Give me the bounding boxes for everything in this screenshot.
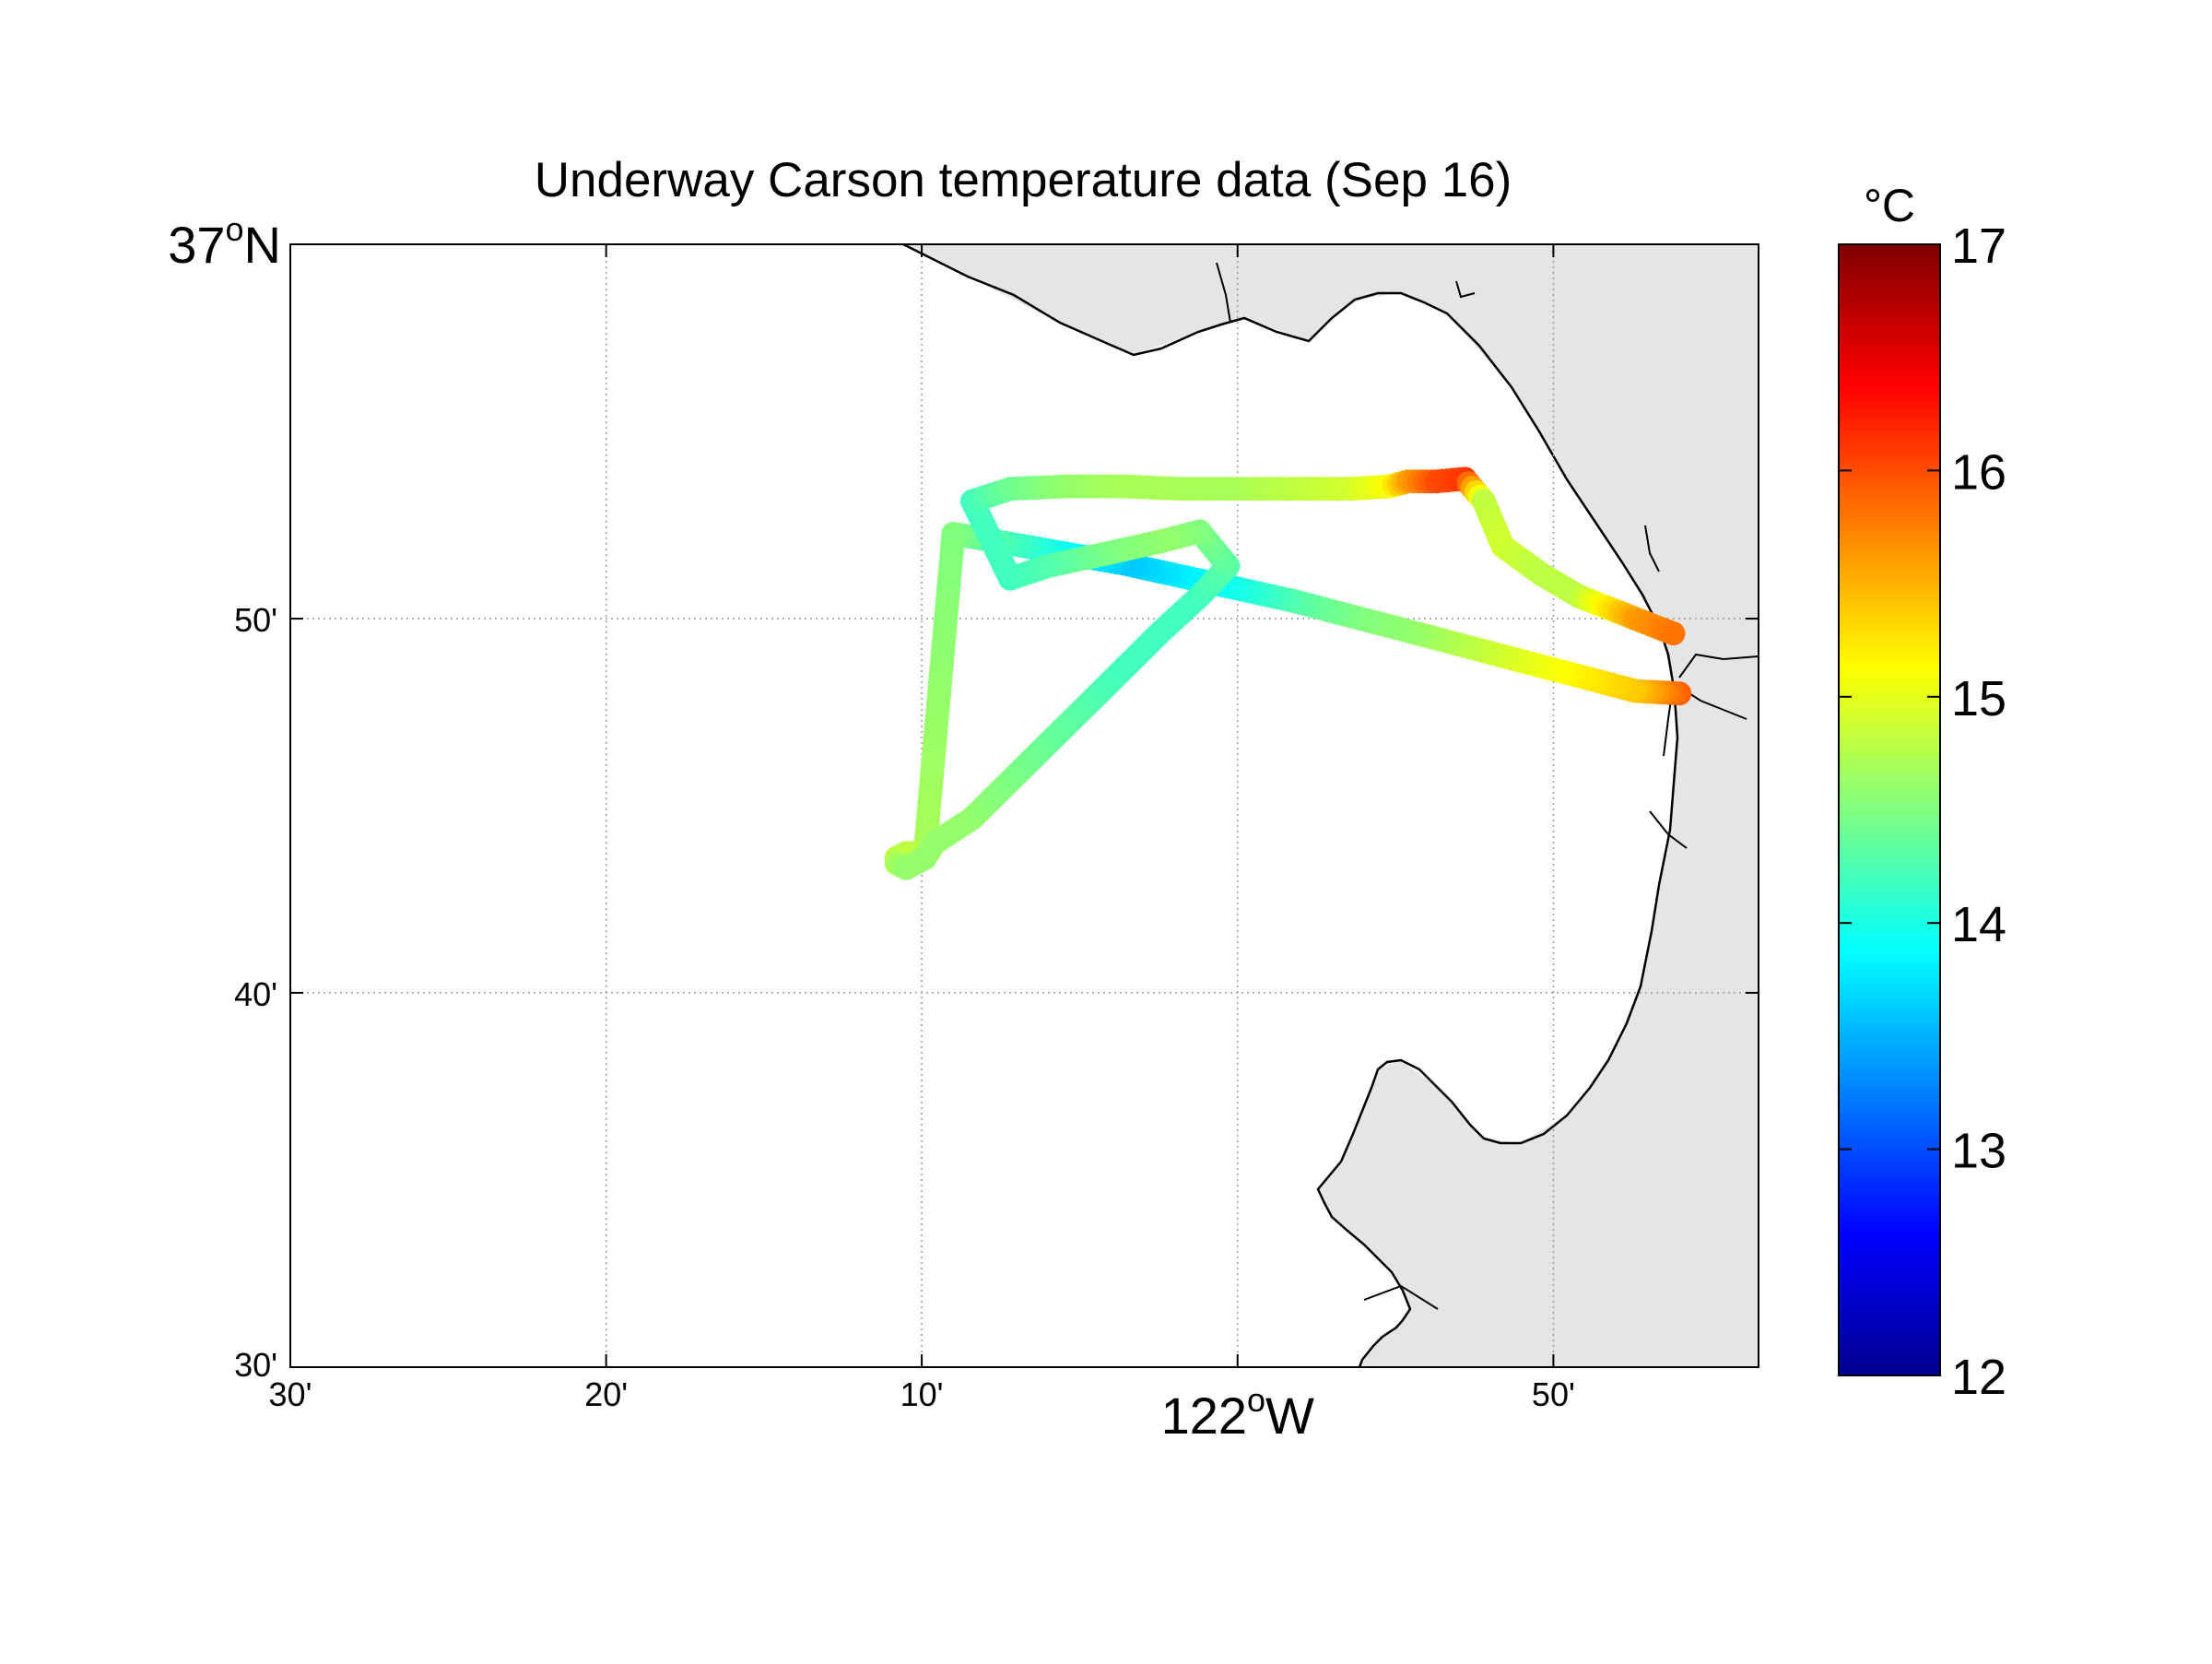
x-tick-label-2: 10' bbox=[900, 1375, 944, 1413]
axes-frame bbox=[289, 243, 1759, 1368]
y-tick-label-2: 40' bbox=[234, 975, 277, 1013]
colorbar: °C 12 13 14 15 16 17 bbox=[1838, 180, 2006, 1405]
y-tick-label-main: 37oN bbox=[168, 210, 281, 274]
colorbar-tick-label-3: 15 bbox=[1951, 671, 2006, 726]
colorbar-tick-label-1: 13 bbox=[1951, 1124, 2006, 1179]
colorbar-tick-label-5: 17 bbox=[1951, 218, 2006, 274]
figure-title: Underway Carson temperature data (Sep 16… bbox=[535, 153, 1512, 207]
land-north bbox=[903, 244, 1759, 1367]
axis-ticks bbox=[289, 243, 1759, 1368]
coastline bbox=[902, 244, 1679, 1367]
colorbar-tick-label-2: 14 bbox=[1951, 897, 2006, 952]
colorbar-ticks: 12 13 14 15 16 17 bbox=[1839, 218, 2006, 1405]
colorbar-gradient bbox=[1838, 243, 1941, 1376]
map-axes: 30' 20' 10' 122oW 50' 37oN 50' 40' 30' bbox=[168, 210, 1759, 1445]
river-north bbox=[1216, 262, 1759, 1310]
axis-tick-labels: 30' 20' 10' 122oW 50' 37oN 50' 40' 30' bbox=[168, 210, 1575, 1445]
x-tick-label-1: 20' bbox=[584, 1375, 628, 1413]
track-group bbox=[884, 466, 1692, 880]
colorbar-unit-label: °C bbox=[1864, 180, 1915, 231]
x-tick-label-4: 50' bbox=[1532, 1375, 1575, 1413]
y-tick-label-1: 50' bbox=[234, 601, 277, 639]
track-point bbox=[1661, 621, 1686, 646]
y-tick-label-3: 30' bbox=[234, 1346, 277, 1384]
colorbar-tick-label-0: 12 bbox=[1951, 1350, 2006, 1405]
graticule bbox=[290, 244, 1759, 1367]
x-tick-label-main: 122oW bbox=[1161, 1381, 1314, 1445]
colorbar-tick-label-4: 16 bbox=[1951, 444, 2006, 500]
x-tick-label-0: 30' bbox=[269, 1375, 312, 1413]
